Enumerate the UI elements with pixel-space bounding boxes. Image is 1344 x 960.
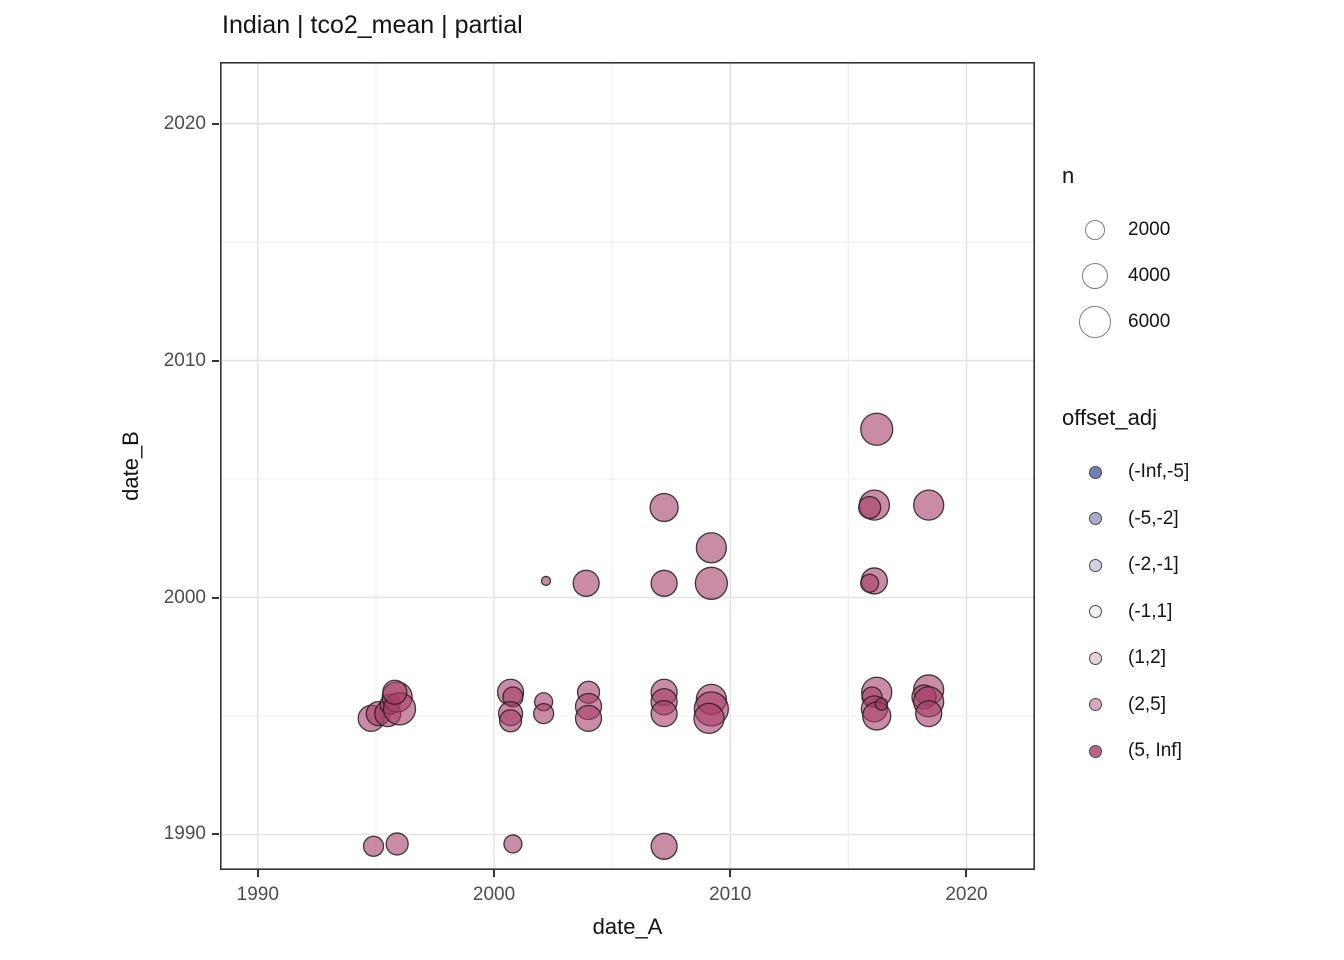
plot-title: Indian | tco2_mean | partial	[222, 11, 523, 39]
color-legend: offset_adj (-Inf,-5] (-5,-2] (-2,-1] (-1,1]…	[1062, 405, 1189, 775]
data-point	[857, 495, 882, 520]
color-legend-item: (-1,1]	[1062, 589, 1189, 636]
color-legend-items: (-Inf,-5] (-5,-2] (-2,-1] (-1,1] (1,2] (2,5] (…	[1062, 449, 1189, 775]
size-legend-key	[1062, 220, 1128, 240]
color-legend-item: (-Inf,-5]	[1062, 449, 1189, 496]
color-legend-item: (5, Inf]	[1062, 728, 1189, 775]
color-legend-title: offset_adj	[1062, 405, 1158, 430]
color-legend-label: (-2,-1]	[1128, 554, 1179, 576]
y-tick-mark	[212, 359, 219, 362]
data-point	[860, 412, 894, 446]
data-point	[915, 699, 943, 728]
color-legend-label: (-5,-2]	[1128, 507, 1179, 529]
color-legend-label: (2,5]	[1128, 693, 1167, 715]
plot-panel	[220, 62, 1035, 870]
color-dot-icon	[1088, 512, 1102, 526]
color-legend-key	[1062, 558, 1128, 572]
x-tick-label: 2000	[472, 884, 516, 905]
data-point	[385, 832, 409, 856]
size-legend-items: 2000 4000 6000	[1062, 207, 1170, 345]
y-tick-mark	[212, 596, 219, 599]
color-legend-item: (2,5]	[1062, 682, 1189, 729]
color-legend-item: (-5,-2]	[1062, 496, 1189, 543]
color-legend-key	[1062, 744, 1128, 758]
color-dot-icon	[1088, 465, 1102, 479]
x-tick-mark	[965, 870, 968, 877]
size-circle-icon	[1085, 220, 1105, 240]
size-circle-icon	[1079, 306, 1111, 338]
color-legend-label: (5, Inf]	[1128, 740, 1182, 762]
data-point	[650, 832, 678, 860]
y-tick-label: 2000	[163, 586, 206, 608]
size-legend-label: 6000	[1128, 311, 1171, 332]
data-point	[649, 492, 679, 523]
data-point	[694, 566, 729, 600]
x-axis-title: date_A	[592, 914, 663, 939]
x-tick-mark	[493, 870, 496, 877]
y-tick-mark	[212, 833, 219, 836]
data-point	[498, 709, 523, 733]
size-legend-title: n	[1062, 163, 1075, 188]
data-point	[574, 704, 603, 733]
x-tick-label: 2020	[945, 884, 988, 905]
color-dot-icon	[1088, 698, 1102, 712]
color-legend-label: (-Inf,-5]	[1128, 461, 1190, 483]
data-point	[382, 679, 408, 705]
color-legend-key	[1062, 605, 1128, 619]
data-point	[693, 702, 725, 735]
data-point	[874, 697, 889, 711]
size-circle-icon	[1081, 262, 1109, 290]
data-point	[650, 699, 678, 728]
color-legend-item: (-2,-1]	[1062, 542, 1189, 589]
color-dot-icon	[1088, 558, 1102, 572]
data-point	[362, 835, 385, 857]
x-tick-mark	[256, 870, 259, 877]
data-point	[913, 489, 945, 521]
color-legend-label: (1,2]	[1128, 647, 1167, 669]
data-point	[572, 569, 600, 597]
data-point	[503, 834, 523, 854]
size-legend-item: 4000	[1062, 253, 1170, 299]
size-legend-item: 2000	[1062, 207, 1170, 253]
data-point	[695, 532, 728, 564]
y-axis-title: date_B	[118, 431, 143, 501]
y-tick-mark	[212, 122, 219, 125]
data-point	[650, 569, 678, 597]
size-legend-item: 6000	[1062, 299, 1170, 345]
size-legend: n 2000 4000 6000	[1062, 163, 1170, 345]
y-tick-label: 1990	[163, 823, 206, 845]
x-tick-mark	[729, 870, 732, 877]
panel-border	[220, 62, 1035, 870]
color-dot-icon	[1088, 744, 1102, 758]
data-point	[540, 575, 552, 587]
color-legend-label: (-1,1]	[1128, 600, 1173, 622]
size-legend-label: 2000	[1128, 219, 1171, 240]
color-dot-icon	[1088, 605, 1102, 619]
data-point	[532, 702, 555, 725]
y-tick-label: 2010	[163, 349, 206, 371]
size-legend-key	[1062, 306, 1128, 338]
color-legend-key	[1062, 698, 1128, 712]
color-dot-icon	[1088, 651, 1102, 665]
color-legend-item: (1,2]	[1062, 635, 1189, 682]
x-tick-label: 2010	[709, 884, 752, 905]
color-legend-key	[1062, 465, 1128, 479]
size-legend-key	[1062, 262, 1128, 290]
color-legend-key	[1062, 512, 1128, 526]
x-tick-label: 1990	[236, 884, 279, 905]
data-point	[859, 573, 880, 593]
color-legend-key	[1062, 651, 1128, 665]
size-legend-label: 4000	[1128, 265, 1171, 286]
y-tick-label: 2020	[163, 112, 206, 134]
